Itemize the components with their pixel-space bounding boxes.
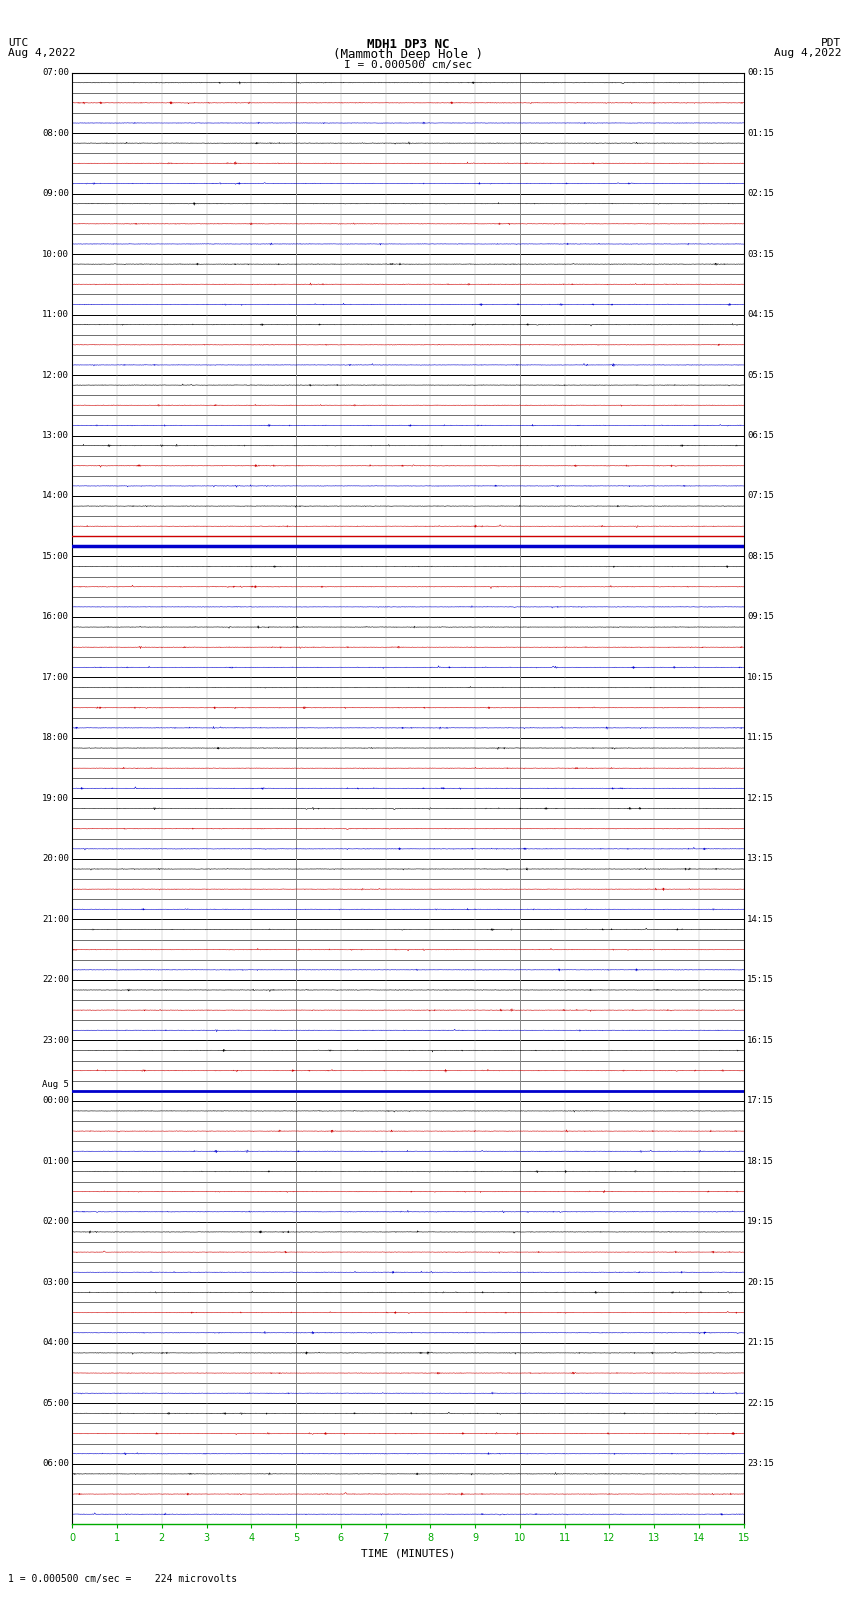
Text: 18:00: 18:00 (42, 734, 69, 742)
Text: 00:00: 00:00 (42, 1097, 69, 1105)
Text: 20:00: 20:00 (42, 855, 69, 863)
Text: 14:15: 14:15 (747, 915, 774, 924)
Text: 02:15: 02:15 (747, 189, 774, 198)
Text: 16:15: 16:15 (747, 1036, 774, 1045)
Text: 02:00: 02:00 (42, 1218, 69, 1226)
Text: 07:15: 07:15 (747, 492, 774, 500)
Text: 01:15: 01:15 (747, 129, 774, 137)
Text: 04:00: 04:00 (42, 1339, 69, 1347)
Text: 03:00: 03:00 (42, 1277, 69, 1287)
Text: 03:15: 03:15 (747, 250, 774, 258)
Text: UTC: UTC (8, 37, 29, 48)
Text: 23:15: 23:15 (747, 1460, 774, 1468)
Text: 00:15: 00:15 (747, 68, 774, 77)
Text: 15:00: 15:00 (42, 552, 69, 561)
Text: 07:00: 07:00 (42, 68, 69, 77)
Text: 16:00: 16:00 (42, 613, 69, 621)
Text: 14:00: 14:00 (42, 492, 69, 500)
Text: 09:00: 09:00 (42, 189, 69, 198)
Text: 17:15: 17:15 (747, 1097, 774, 1105)
Text: 09:15: 09:15 (747, 613, 774, 621)
Text: 05:15: 05:15 (747, 371, 774, 379)
Text: MDH1 DP3 NC: MDH1 DP3 NC (366, 37, 450, 52)
Text: 06:00: 06:00 (42, 1460, 69, 1468)
Text: 18:15: 18:15 (747, 1157, 774, 1166)
Text: 13:15: 13:15 (747, 855, 774, 863)
Text: 21:00: 21:00 (42, 915, 69, 924)
Text: 10:15: 10:15 (747, 673, 774, 682)
Text: 04:15: 04:15 (747, 310, 774, 319)
Text: 13:00: 13:00 (42, 431, 69, 440)
Text: 19:15: 19:15 (747, 1218, 774, 1226)
Text: 12:15: 12:15 (747, 794, 774, 803)
Text: Aug 5: Aug 5 (42, 1081, 69, 1089)
Text: 10:00: 10:00 (42, 250, 69, 258)
Text: 23:00: 23:00 (42, 1036, 69, 1045)
Text: 17:00: 17:00 (42, 673, 69, 682)
Text: I = 0.000500 cm/sec: I = 0.000500 cm/sec (344, 60, 472, 69)
Text: 20:15: 20:15 (747, 1277, 774, 1287)
Text: 06:15: 06:15 (747, 431, 774, 440)
Text: Aug 4,2022: Aug 4,2022 (8, 48, 76, 58)
Text: PDT: PDT (821, 37, 842, 48)
Text: 15:15: 15:15 (747, 976, 774, 984)
Text: 11:15: 11:15 (747, 734, 774, 742)
Text: 12:00: 12:00 (42, 371, 69, 379)
Text: 22:15: 22:15 (747, 1398, 774, 1408)
Text: Aug 4,2022: Aug 4,2022 (774, 48, 842, 58)
Text: 11:00: 11:00 (42, 310, 69, 319)
Text: 1 = 0.000500 cm/sec =    224 microvolts: 1 = 0.000500 cm/sec = 224 microvolts (8, 1574, 238, 1584)
Text: 22:00: 22:00 (42, 976, 69, 984)
Text: (Mammoth Deep Hole ): (Mammoth Deep Hole ) (333, 48, 483, 61)
Text: 01:00: 01:00 (42, 1157, 69, 1166)
Text: 21:15: 21:15 (747, 1339, 774, 1347)
Text: 08:00: 08:00 (42, 129, 69, 137)
Text: 08:15: 08:15 (747, 552, 774, 561)
Text: 19:00: 19:00 (42, 794, 69, 803)
Text: 05:00: 05:00 (42, 1398, 69, 1408)
X-axis label: TIME (MINUTES): TIME (MINUTES) (360, 1548, 456, 1558)
